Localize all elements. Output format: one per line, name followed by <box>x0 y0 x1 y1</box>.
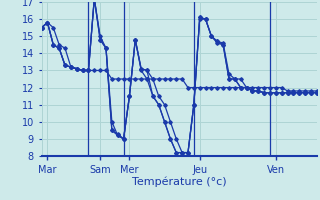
X-axis label: Température (°c): Température (°c) <box>132 176 227 187</box>
